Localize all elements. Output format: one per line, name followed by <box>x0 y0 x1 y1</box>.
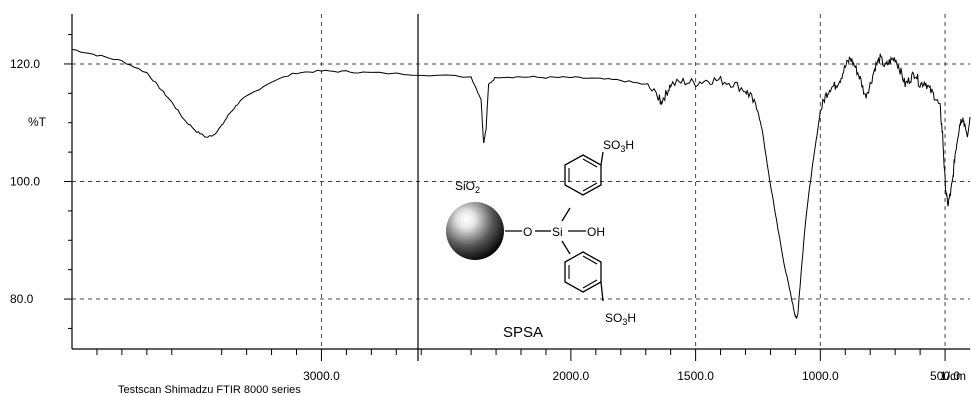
x-tick-label: 1000.0 <box>802 369 839 383</box>
hydroxyl-label: OH <box>587 225 605 239</box>
grid-lines <box>72 14 970 349</box>
y-tick-label: 120.0 <box>10 57 40 71</box>
lower-sulfonic-label: SO3H <box>605 311 636 327</box>
y-tick-label: 100.0 <box>10 175 40 189</box>
ticks: 3000.0 2000.0 1500.0 1000.0 500.0 120.0 100.0 8… <box>10 34 960 383</box>
silica-sphere <box>446 202 504 260</box>
y-tick-label: 80.0 <box>10 292 34 306</box>
x-tick-label: 1500.0 <box>677 369 714 383</box>
instrument-footer: Testscan Shimadzu FTIR 8000 series <box>118 384 301 396</box>
silicon-label: Si <box>552 225 563 239</box>
spectrum-line <box>71 48 971 319</box>
x-tick-label: 500.0 <box>930 369 960 383</box>
compound-label: SPSA <box>503 324 543 341</box>
si-lower-ring-bond <box>561 240 571 255</box>
upper-benzene-ring <box>564 154 602 196</box>
x-tick-label: 3000.0 <box>303 369 340 383</box>
lower-benzene-ring <box>564 251 602 293</box>
silica-label: SiO2 <box>455 179 480 195</box>
x-unit-label: 1/cm <box>940 369 966 383</box>
upper-sulfonic-label: SO3H <box>603 138 634 154</box>
x-tick-label: 2000.0 <box>553 369 590 383</box>
y-axis-label: %T <box>28 115 47 129</box>
si-upper-ring-bond <box>561 207 571 222</box>
spsa-structure: SiO2 O Si OH SO3H SO3H SPSA <box>446 138 636 341</box>
oxygen-label: O <box>523 225 532 239</box>
axes <box>71 14 970 361</box>
